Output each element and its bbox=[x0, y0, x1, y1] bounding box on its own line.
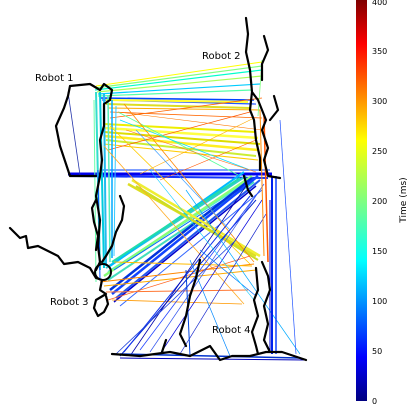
robot-3-trajectory bbox=[8, 194, 126, 318]
robot-4-label: Robot 4 bbox=[212, 325, 251, 336]
colorbar-tick-200: 200 bbox=[372, 197, 387, 206]
loop-closure-edges bbox=[67, 59, 307, 361]
colorbar-tick-250: 250 bbox=[372, 147, 387, 156]
robot-labels: Robot 1 Robot 2 Robot 3 Robot 4 bbox=[35, 51, 251, 336]
robot-2-trajectory bbox=[244, 16, 282, 180]
robot-1-trajectory bbox=[54, 82, 114, 272]
colorbar-tick-400: 400 bbox=[372, 0, 387, 7]
robot-4-trajectory bbox=[110, 174, 308, 362]
robot-2-label: Robot 2 bbox=[202, 51, 241, 62]
robot-1-label: Robot 1 bbox=[35, 73, 74, 84]
colorbar-tick-0: 0 bbox=[372, 397, 377, 406]
robot-3-marker bbox=[94, 263, 112, 281]
colorbar-title: Time (ms) bbox=[399, 177, 409, 223]
colorbar-tick-150: 150 bbox=[372, 247, 387, 256]
colorbar-tick-300: 300 bbox=[372, 97, 387, 106]
colorbar-ticks: 0 50 100 150 200 250 300 350 400 bbox=[372, 0, 387, 406]
colorbar-tick-350: 350 bbox=[372, 47, 387, 56]
robot-trajectories bbox=[8, 16, 308, 362]
colorbar-tick-50: 50 bbox=[372, 347, 382, 356]
robot-3-label: Robot 3 bbox=[50, 297, 89, 308]
colorbar-gradient bbox=[356, 0, 367, 401]
colorbar: 0 50 100 150 200 250 300 350 400 Time (m… bbox=[356, 0, 409, 406]
colorbar-tick-100: 100 bbox=[372, 297, 387, 306]
